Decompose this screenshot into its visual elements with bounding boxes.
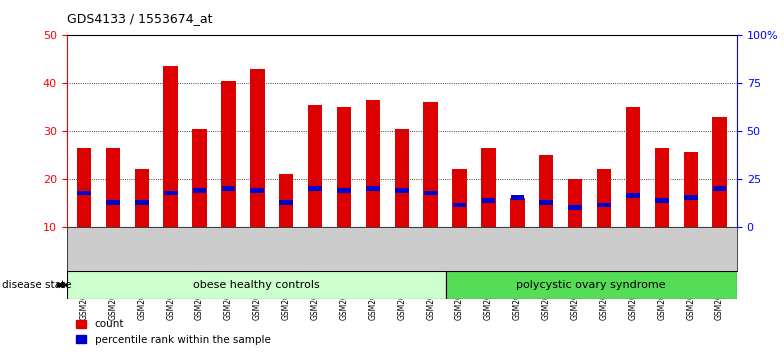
Bar: [193, 188, 206, 193]
Bar: [655, 148, 669, 227]
Bar: [365, 100, 380, 227]
Bar: [135, 169, 149, 227]
Bar: [279, 200, 293, 205]
Bar: [394, 129, 409, 227]
FancyBboxPatch shape: [445, 271, 737, 299]
Bar: [77, 191, 91, 195]
Bar: [106, 200, 120, 205]
Text: GDS4133 / 1553674_at: GDS4133 / 1553674_at: [67, 12, 212, 25]
Bar: [192, 129, 207, 227]
Bar: [308, 186, 322, 191]
Bar: [568, 205, 582, 210]
Legend: count, percentile rank within the sample: count, percentile rank within the sample: [72, 315, 275, 349]
Bar: [452, 202, 466, 207]
Bar: [481, 198, 495, 202]
Bar: [250, 69, 264, 227]
Bar: [510, 198, 524, 227]
Bar: [684, 153, 698, 227]
FancyBboxPatch shape: [67, 271, 445, 299]
Bar: [539, 155, 554, 227]
Bar: [221, 81, 236, 227]
Bar: [626, 193, 640, 198]
Bar: [684, 195, 698, 200]
Bar: [597, 202, 611, 207]
Bar: [337, 107, 351, 227]
Bar: [163, 67, 178, 227]
Bar: [481, 148, 495, 227]
Bar: [222, 186, 235, 191]
Bar: [366, 186, 379, 191]
Bar: [308, 105, 322, 227]
Bar: [713, 186, 727, 191]
Bar: [626, 107, 641, 227]
Bar: [452, 169, 466, 227]
Bar: [424, 191, 437, 195]
Bar: [164, 191, 177, 195]
Bar: [539, 200, 554, 205]
Text: obese healthy controls: obese healthy controls: [193, 280, 319, 290]
Bar: [655, 198, 669, 202]
Bar: [106, 148, 120, 227]
Bar: [713, 116, 727, 227]
Bar: [423, 102, 438, 227]
Bar: [135, 200, 149, 205]
Text: disease state: disease state: [2, 280, 71, 290]
Text: polycystic ovary syndrome: polycystic ovary syndrome: [517, 280, 666, 290]
Bar: [597, 169, 612, 227]
Bar: [568, 179, 583, 227]
Bar: [250, 188, 264, 193]
Bar: [77, 148, 91, 227]
Bar: [337, 188, 351, 193]
Bar: [395, 188, 408, 193]
Bar: [510, 195, 524, 200]
Bar: [279, 174, 293, 227]
